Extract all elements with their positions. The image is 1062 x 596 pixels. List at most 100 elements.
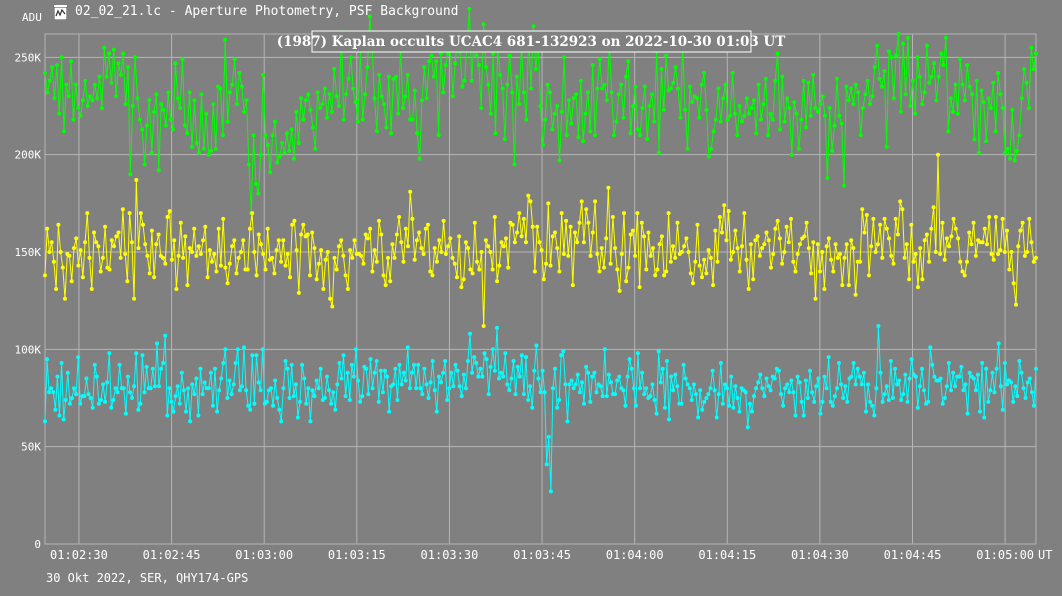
data-point: [499, 370, 504, 375]
data-point: [539, 248, 544, 253]
data-point: [749, 106, 754, 110]
data-point: [653, 273, 658, 278]
data-point: [327, 388, 331, 393]
data-point: [182, 123, 187, 128]
data-point: [434, 409, 439, 414]
data-point: [94, 374, 99, 379]
data-point: [574, 92, 579, 97]
data-point: [328, 296, 333, 301]
data-point: [660, 366, 665, 371]
data-point: [1020, 220, 1025, 225]
data-point: [609, 90, 614, 95]
data-point: [109, 80, 114, 85]
data-point: [129, 240, 134, 245]
data-point: [203, 224, 208, 229]
data-point: [859, 382, 864, 387]
data-point: [754, 131, 759, 136]
data-point: [897, 378, 902, 383]
data-point: [97, 74, 102, 79]
data-point: [140, 353, 145, 358]
data-point: [733, 228, 738, 233]
data-point: [878, 370, 883, 375]
data-point: [540, 143, 545, 147]
data-point: [181, 255, 186, 260]
data-point: [348, 55, 353, 60]
data-point: [194, 376, 199, 381]
data-point: [102, 45, 107, 50]
x-tick-label: 01:02:45: [143, 548, 201, 562]
data-point: [886, 398, 891, 402]
data-point: [870, 403, 875, 408]
data-point: [507, 53, 512, 58]
data-point: [67, 253, 72, 258]
data-point: [884, 144, 889, 149]
data-point: [687, 386, 692, 391]
data-point: [971, 220, 976, 225]
data-point: [751, 277, 756, 282]
data-point: [541, 277, 546, 282]
data-point: [626, 59, 631, 64]
data-point: [308, 107, 313, 112]
data-point: [515, 230, 520, 235]
data-point: [168, 117, 173, 122]
data-point: [770, 117, 775, 122]
data-point: [686, 250, 691, 254]
data-point: [134, 351, 139, 356]
data-point: [991, 257, 996, 262]
data-point: [1010, 107, 1015, 112]
data-point: [704, 271, 709, 276]
data-point: [893, 366, 897, 371]
data-point: [1034, 255, 1038, 260]
data-point: [149, 228, 154, 233]
data-point: [915, 405, 920, 410]
data-point: [803, 378, 808, 383]
data-point: [225, 119, 230, 124]
data-point: [796, 146, 801, 151]
data-point: [735, 396, 740, 400]
data-point: [327, 92, 332, 97]
data-point: [325, 374, 329, 379]
data-point: [95, 96, 100, 101]
data-point: [746, 287, 751, 291]
data-point: [675, 384, 680, 389]
data-point: [878, 222, 883, 227]
data-point: [967, 370, 972, 375]
data-point: [920, 102, 925, 107]
data-point: [682, 244, 687, 249]
data-point: [575, 372, 580, 377]
data-point: [763, 76, 768, 81]
data-point: [417, 230, 422, 235]
data-point: [949, 388, 953, 393]
data-point: [74, 236, 79, 241]
data-point: [828, 399, 833, 404]
data-point: [512, 240, 517, 245]
data-point: [578, 78, 583, 83]
data-point: [616, 92, 621, 97]
data-point: [627, 357, 632, 362]
data-point: [546, 434, 551, 439]
data-point: [233, 361, 238, 365]
data-point: [1027, 216, 1032, 221]
data-point: [107, 351, 112, 356]
data-point: [61, 417, 66, 422]
data-point: [209, 148, 213, 153]
data-point: [372, 248, 377, 253]
data-point: [148, 386, 153, 391]
data-point: [152, 275, 157, 280]
y-axis-label: ADU: [22, 11, 42, 24]
data-point: [272, 271, 277, 276]
data-point: [301, 222, 306, 227]
data-point: [403, 378, 408, 383]
data-point: [685, 146, 690, 151]
data-point: [536, 376, 541, 381]
data-point: [580, 380, 584, 385]
data-point: [424, 96, 429, 101]
data-point: [785, 96, 790, 101]
data-point: [704, 107, 709, 112]
data-point: [343, 394, 348, 399]
data-point: [853, 292, 858, 297]
data-point: [86, 392, 91, 397]
data-point: [896, 32, 901, 36]
data-point: [818, 269, 822, 274]
data-point: [992, 390, 997, 395]
